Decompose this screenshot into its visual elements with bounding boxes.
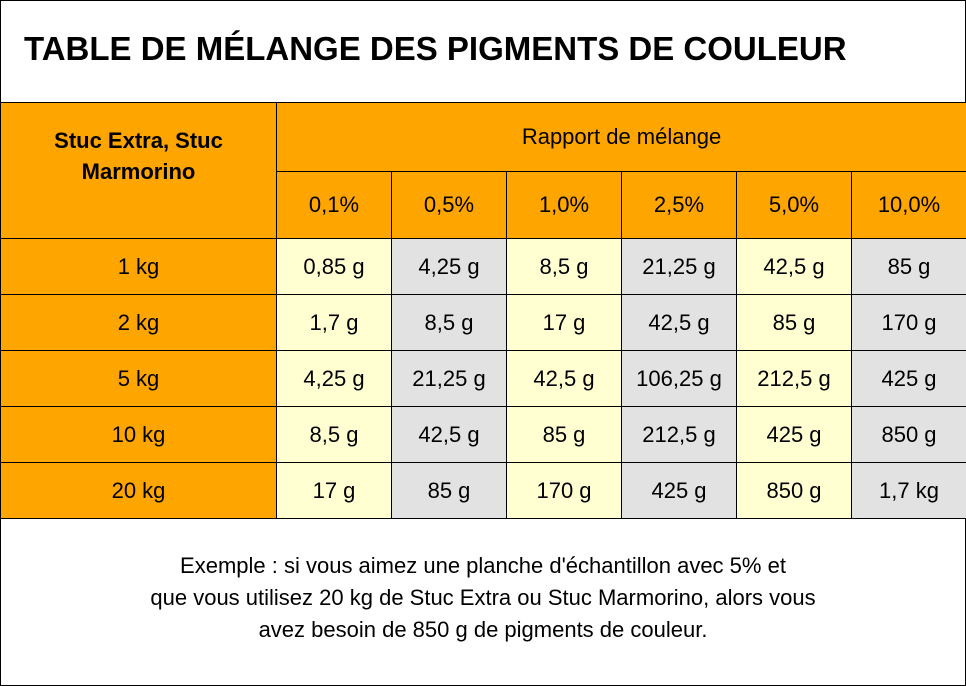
row-label: 1 kg bbox=[0, 238, 277, 295]
table-cell: 425 g bbox=[850, 350, 966, 407]
ratio-header: 0,1% bbox=[276, 171, 392, 239]
table-cell: 21,25 g bbox=[391, 350, 507, 407]
table-cell: 42,5 g bbox=[391, 406, 507, 463]
table-cell: 0,85 g bbox=[276, 238, 392, 295]
table-cell: 17 g bbox=[276, 462, 392, 519]
table-cell: 85 g bbox=[506, 406, 622, 463]
table-cell: 850 g bbox=[736, 462, 852, 519]
header-row-ratios: 0,1% 0,5% 1,0% 2,5% 5,0% 10,0% bbox=[1, 171, 966, 239]
ratio-header: 2,5% bbox=[621, 171, 737, 239]
table-cell: 212,5 g bbox=[736, 350, 852, 407]
pigment-mix-table: Stuc Extra, Stuc Marmorino Rapport de mé… bbox=[0, 102, 966, 519]
table-cell: 425 g bbox=[621, 462, 737, 519]
page-title: TABLE DE MÉLANGE DES PIGMENTS DE COULEUR bbox=[24, 30, 847, 67]
ratio-header: 1,0% bbox=[506, 171, 622, 239]
table-cell: 8,5 g bbox=[506, 238, 622, 295]
corner-label: Stuc Extra, Stuc Marmorino bbox=[0, 102, 277, 239]
table-cell: 85 g bbox=[391, 462, 507, 519]
table-cell: 17 g bbox=[506, 294, 622, 351]
table-cell: 212,5 g bbox=[621, 406, 737, 463]
table-cell: 425 g bbox=[736, 406, 852, 463]
ratio-header: 0,5% bbox=[391, 171, 507, 239]
header-row-group: Stuc Extra, Stuc Marmorino Rapport de mé… bbox=[0, 102, 966, 239]
table-cell: 1,7 kg bbox=[850, 462, 966, 519]
table-row: 20 kg 17 g 85 g 170 g 425 g 850 g 1,7 kg bbox=[0, 462, 966, 519]
row-label: 2 kg bbox=[0, 294, 277, 351]
table-cell: 170 g bbox=[850, 294, 966, 351]
table-cell: 85 g bbox=[736, 294, 852, 351]
ratio-header: 10,0% bbox=[850, 171, 966, 239]
table-cell: 42,5 g bbox=[736, 238, 852, 295]
table-row: 2 kg 1,7 g 8,5 g 17 g 42,5 g 85 g 170 g bbox=[0, 294, 966, 351]
table-cell: 170 g bbox=[506, 462, 622, 519]
table-row: 1 kg 0,85 g 4,25 g 8,5 g 21,25 g 42,5 g … bbox=[0, 238, 966, 295]
table-cell: 8,5 g bbox=[276, 406, 392, 463]
example-line: que vous utilisez 20 kg de Stuc Extra ou… bbox=[150, 585, 816, 610]
table-cell: 106,25 g bbox=[621, 350, 737, 407]
mix-ratio-header: Rapport de mélange bbox=[275, 102, 966, 172]
table-cell: 42,5 g bbox=[621, 294, 737, 351]
table-cell: 4,25 g bbox=[391, 238, 507, 295]
table-cell: 42,5 g bbox=[506, 350, 622, 407]
ratio-header: 5,0% bbox=[736, 171, 852, 239]
table-cell: 4,25 g bbox=[276, 350, 392, 407]
row-label: 10 kg bbox=[0, 406, 277, 463]
row-label: 20 kg bbox=[0, 462, 277, 519]
table-cell: 85 g bbox=[850, 238, 966, 295]
example-line: Exemple : si vous aimez une planche d'éc… bbox=[180, 553, 786, 578]
table-cell: 1,7 g bbox=[276, 294, 392, 351]
table-cell: 8,5 g bbox=[391, 294, 507, 351]
table-cell: 850 g bbox=[850, 406, 966, 463]
example-line: avez besoin de 850 g de pigments de coul… bbox=[258, 617, 708, 642]
table-row: 5 kg 4,25 g 21,25 g 42,5 g 106,25 g 212,… bbox=[0, 350, 966, 407]
table-row: 10 kg 8,5 g 42,5 g 85 g 212,5 g 425 g 85… bbox=[0, 406, 966, 463]
example-note: Exemple : si vous aimez une planche d'éc… bbox=[0, 550, 966, 646]
row-label: 5 kg bbox=[0, 350, 277, 407]
table-cell: 21,25 g bbox=[621, 238, 737, 295]
